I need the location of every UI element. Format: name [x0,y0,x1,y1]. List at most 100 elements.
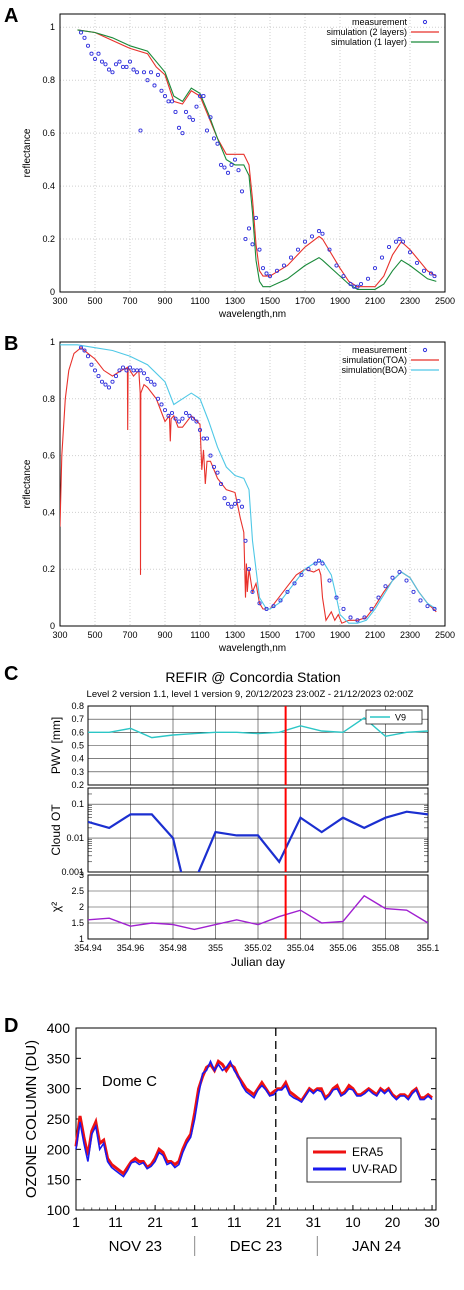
data-point [78,30,84,35]
data-point [348,282,353,287]
x-tick-label: 20 [385,1214,401,1230]
y-tick-label: 0.7 [71,714,84,724]
data-point [183,109,189,115]
data-point [166,99,171,104]
data-point [299,572,304,577]
data-point [99,59,105,64]
x-tick-label: 10 [345,1214,361,1230]
y-tick-label: 0.4 [42,507,55,517]
panel-c-chart: C REFIR @ Concordia Station Level 2 versio… [4,663,439,969]
subplot-frame [87,705,429,786]
data-point [113,62,119,67]
data-point [201,94,206,99]
data-point [264,271,269,276]
data-point [243,538,248,543]
y-tick-label: 1 [50,22,55,32]
x-tick-label: 1100 [190,296,209,306]
data-point [383,584,388,589]
data-point [239,504,245,509]
y-tick-label: 150 [47,1172,71,1188]
series-line-2 [60,344,437,624]
data-point [341,606,346,612]
x-tick-label: 1300 [225,296,245,306]
y-axis-label: Cloud OT [49,804,63,856]
data-point [243,236,248,242]
data-point [89,51,94,56]
x-tick-label: 355.1 [417,943,440,953]
y-tick-label: 0.2 [71,780,84,790]
data-point [106,67,112,72]
data-point [194,419,199,424]
data-point [274,268,280,273]
y-tick-label: 1 [79,934,84,944]
data-point [127,59,133,64]
x-tick-label: 354.96 [117,943,145,953]
legend-marker-0 [422,19,428,25]
data-point [218,481,224,487]
data-point [141,371,147,376]
x-tick-label: 355.08 [372,943,400,953]
data-point [155,72,161,77]
data-point [292,581,297,586]
data-point [327,247,332,252]
x-tick-label: 900 [157,296,172,306]
subplot-frame [87,787,429,873]
data-point [239,189,245,194]
data-point [428,271,434,276]
y-tick-label: 0.2 [42,234,55,244]
month-label: NOV 23 [109,1238,162,1255]
y-tick-label: 200 [47,1141,71,1157]
chart-title: REFIR @ Concordia Station [165,669,340,685]
month-label: DEC 23 [230,1238,283,1255]
x-tick-label: 1 [72,1214,80,1230]
y-tick-label: 1.5 [71,918,84,928]
data-point [306,567,311,572]
y-tick-label: 0.1 [71,799,84,809]
legend-label: V9 [395,713,406,723]
x-tick-label: 11 [227,1214,242,1230]
y-tick-label: 0 [50,621,55,631]
legend-box [365,709,423,725]
data-point [397,569,402,575]
data-point [355,618,360,623]
data-point [246,567,252,572]
data-point [260,266,266,271]
data-point [110,379,115,384]
data-point [285,589,290,594]
x-tick-label: 2500 [435,630,455,640]
y-tick-label: 0.8 [42,394,55,404]
data-point [421,268,427,273]
data-point [204,128,210,133]
plot-area [60,344,437,624]
data-point [232,501,238,506]
data-point [334,263,339,268]
data-point [414,260,420,265]
legend-label-2: simulation (1 layer) [331,37,407,47]
x-tick-label: 1700 [295,630,315,640]
data-point [362,615,367,620]
data-point [218,162,224,167]
data-point [250,589,255,594]
data-point [281,263,287,268]
data-point [302,239,308,244]
y-tick-label: 250 [47,1111,71,1127]
data-point [264,606,269,612]
data-point [173,416,178,421]
data-point [148,70,154,75]
data-point [92,368,98,373]
x-tick-label: 21 [147,1214,163,1230]
data-point [379,255,385,260]
data-point [106,385,112,390]
legend-marker-0 [422,347,428,353]
data-point [225,170,231,175]
data-point [180,131,185,136]
series-line-0 [88,894,428,931]
y-tick-label: 0.4 [71,754,84,764]
plot-frame [59,13,446,293]
legend-label-1: simulation (2 layers) [326,27,407,37]
y-tick-label: 0.4 [42,181,55,191]
data-point [131,368,136,373]
x-tick-label: 700 [122,630,137,640]
